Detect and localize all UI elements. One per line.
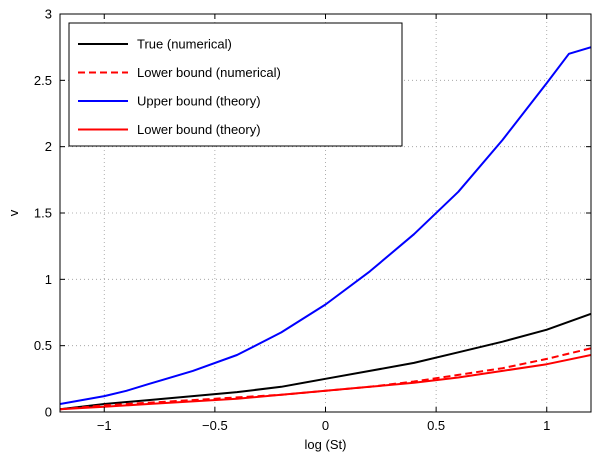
y-tick-label: 2.5 (34, 73, 52, 88)
x-axis-label: log (St) (305, 437, 347, 452)
series-line-true-numerical (60, 312, 591, 411)
y-tick-label: 0.5 (34, 338, 52, 353)
y-axis-label: v (6, 209, 21, 216)
x-tick-label: −0.5 (202, 418, 228, 433)
x-tick-label: 1 (543, 418, 550, 433)
axis-ticks: −1 −0.5 0 0.5 1 0 0.5 1 1.5 2 2.5 3 (34, 7, 591, 433)
legend-label: Lower bound (theory) (137, 122, 261, 137)
y-tick-label: 1 (45, 272, 52, 287)
legend-label: Lower bound (numerical) (137, 65, 281, 80)
y-tick-label: 3 (45, 7, 52, 22)
x-tick-label: −1 (97, 418, 112, 433)
y-tick-label: 0 (45, 405, 52, 420)
legend-label: True (numerical) (137, 37, 232, 52)
legend-label: Upper bound (theory) (137, 94, 261, 109)
x-tick-label: 0.5 (427, 418, 445, 433)
y-tick-label: 1.5 (34, 206, 52, 221)
y-tick-label: 2 (45, 139, 52, 154)
series-line-upper-bound-theory (60, 46, 591, 405)
series-line-lower-bound-theory (60, 354, 591, 411)
series-lines (60, 46, 591, 411)
legend: True (numerical) Lower bound (numerical) U… (68, 22, 403, 147)
x-tick-label: 0 (322, 418, 329, 433)
